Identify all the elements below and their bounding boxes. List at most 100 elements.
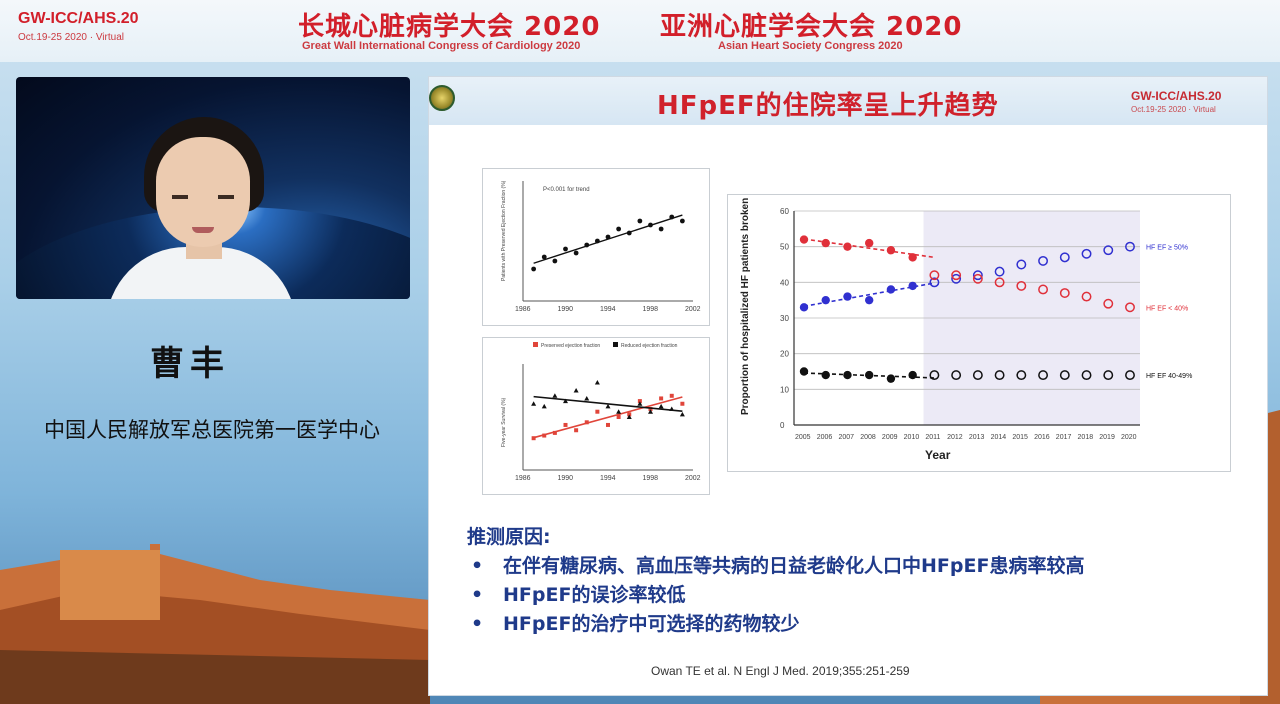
- data-point: [679, 218, 685, 224]
- conference-title-en-2: Asian Heart Society Congress 2020: [718, 40, 903, 52]
- data-point: [616, 409, 622, 414]
- series-label: HF EF ≥ 50%: [1146, 245, 1188, 252]
- data-point: [821, 370, 830, 380]
- annotation: P<0.001 for trend: [543, 187, 590, 193]
- projected-point: [951, 370, 962, 381]
- speaker-name: 曹丰: [150, 344, 230, 384]
- conference-title-cn-2: 亚洲心脏学会大会 2020: [660, 12, 963, 42]
- conference-title-en-1: Great Wall International Congress of Car…: [302, 40, 581, 52]
- x-tick-label: 2009: [882, 434, 898, 441]
- speaker-eyes: [172, 195, 234, 199]
- series-label: HF EF 40-49%: [1146, 373, 1192, 380]
- projected-point: [951, 270, 962, 281]
- great-wall-left-decoration: [0, 544, 430, 704]
- slide-title: HFpEF的住院率呈上升趋势: [657, 91, 999, 121]
- reason-item: 在伴有糖尿病、高血压等共病的日益老龄化人口中HFpEF患病率较高: [467, 552, 1257, 581]
- projected-point: [972, 370, 983, 381]
- reasons-list: 在伴有糖尿病、高血压等共病的日益老龄化人口中HFpEF患病率较高 HFpEF的误…: [467, 552, 1257, 639]
- data-point: [541, 403, 547, 409]
- projected-point: [994, 277, 1005, 288]
- speaker-mouth: [192, 227, 214, 233]
- projected-point: [1016, 259, 1027, 270]
- society-logo-icon: [429, 85, 455, 111]
- projected-point: [1103, 245, 1114, 256]
- x-tick-label: 2007: [838, 434, 854, 441]
- data-point: [595, 409, 600, 414]
- data-point: [865, 238, 874, 248]
- projected-point: [951, 273, 962, 284]
- y-tick-label: 30: [780, 314, 789, 323]
- data-point: [531, 266, 537, 272]
- data-point: [821, 238, 830, 248]
- projected-point: [1038, 255, 1049, 266]
- data-point: [531, 436, 536, 441]
- data-point: [908, 370, 917, 380]
- data-point: [658, 226, 664, 232]
- y-tick-label: 40: [780, 278, 789, 287]
- x-tick-label: 2008: [860, 434, 876, 441]
- chart-panel-preserved-ef-trend: 1986 1990 1994 1998 2002 Patients with Preser…: [482, 168, 710, 326]
- reason-item: HFpEF的误诊率较低: [467, 581, 1257, 610]
- projected-point: [929, 270, 940, 281]
- data-point: [648, 409, 653, 414]
- projected-point: [994, 370, 1005, 381]
- projected-point: [1081, 248, 1092, 259]
- x-tick-label: 1986: [515, 475, 531, 482]
- trend-line: [803, 372, 935, 379]
- projected-point: [1059, 288, 1070, 298]
- chart-proportion-by-ef: 0 10 20 30 40 50 60 2005 2006 2007 2008 2009 2010 201…: [740, 168, 1192, 462]
- projected-point: [1125, 241, 1135, 252]
- conference-brand: GW-ICC/AHS.20: [18, 10, 139, 27]
- projected-point: [972, 270, 983, 281]
- data-point: [659, 396, 664, 401]
- legend-swatch: [533, 342, 538, 347]
- data-point: [637, 401, 643, 406]
- reasons-heading: 推测原因:: [467, 526, 551, 548]
- projected-point: [1081, 291, 1092, 302]
- x-tick-label: 2010: [904, 434, 920, 441]
- x-tick-label: 1990: [558, 306, 574, 313]
- chart-panel-survival: 1986 1990 1994 1998 2002 Five-year Survival (…: [482, 337, 710, 495]
- data-point: [552, 430, 557, 435]
- projected-point: [1103, 298, 1114, 309]
- projected-point: [1081, 370, 1092, 381]
- data-point: [799, 367, 809, 376]
- x-axis-label: Year: [925, 448, 951, 462]
- data-point: [574, 428, 579, 433]
- data-point: [616, 415, 621, 419]
- data-point: [648, 407, 653, 412]
- projected-point: [1016, 370, 1027, 381]
- x-tick-label: 2015: [1012, 434, 1028, 441]
- data-point: [865, 295, 874, 305]
- x-tick-label: 2018: [1078, 434, 1094, 441]
- chart-preserved-ef-trend: 1986 1990 1994 1998 2002 Patients with Preser…: [501, 180, 701, 313]
- x-tick-label: 2020: [1121, 434, 1137, 441]
- slide-dates: Oct.19-25 2020 · Virtual: [1131, 105, 1216, 114]
- projected-point: [994, 266, 1005, 277]
- y-tick-label: 60: [780, 207, 789, 216]
- data-point: [637, 218, 643, 224]
- speaker-video[interactable]: [16, 77, 410, 299]
- reason-item: HFpEF的治疗中可选择的药物较少: [467, 610, 1257, 639]
- data-point: [552, 393, 558, 398]
- trend-line: [803, 238, 935, 259]
- projected-point: [1016, 280, 1027, 291]
- x-tick-label: 2012: [947, 434, 963, 441]
- x-tick-label: 2016: [1034, 434, 1050, 441]
- data-point: [658, 403, 664, 409]
- speaker-affiliation: 中国人民解放军总医院第一医学中心: [44, 418, 380, 442]
- data-point: [563, 422, 568, 427]
- x-tick-label: 1998: [643, 306, 659, 313]
- x-tick-label: 1994: [600, 475, 616, 482]
- projected-point: [1125, 302, 1135, 313]
- x-tick-label: 2002: [685, 306, 701, 313]
- data-point: [552, 258, 558, 264]
- data-point: [606, 422, 610, 427]
- data-point: [616, 226, 622, 232]
- conference-header: GW-ICC/AHS.20 Oct.19-25 2020 · Virtual 长…: [0, 0, 1280, 62]
- data-point: [573, 250, 579, 256]
- projected-point: [929, 277, 940, 288]
- projected-point: [1059, 370, 1070, 381]
- data-point: [886, 246, 896, 255]
- projected-point: [1103, 370, 1114, 381]
